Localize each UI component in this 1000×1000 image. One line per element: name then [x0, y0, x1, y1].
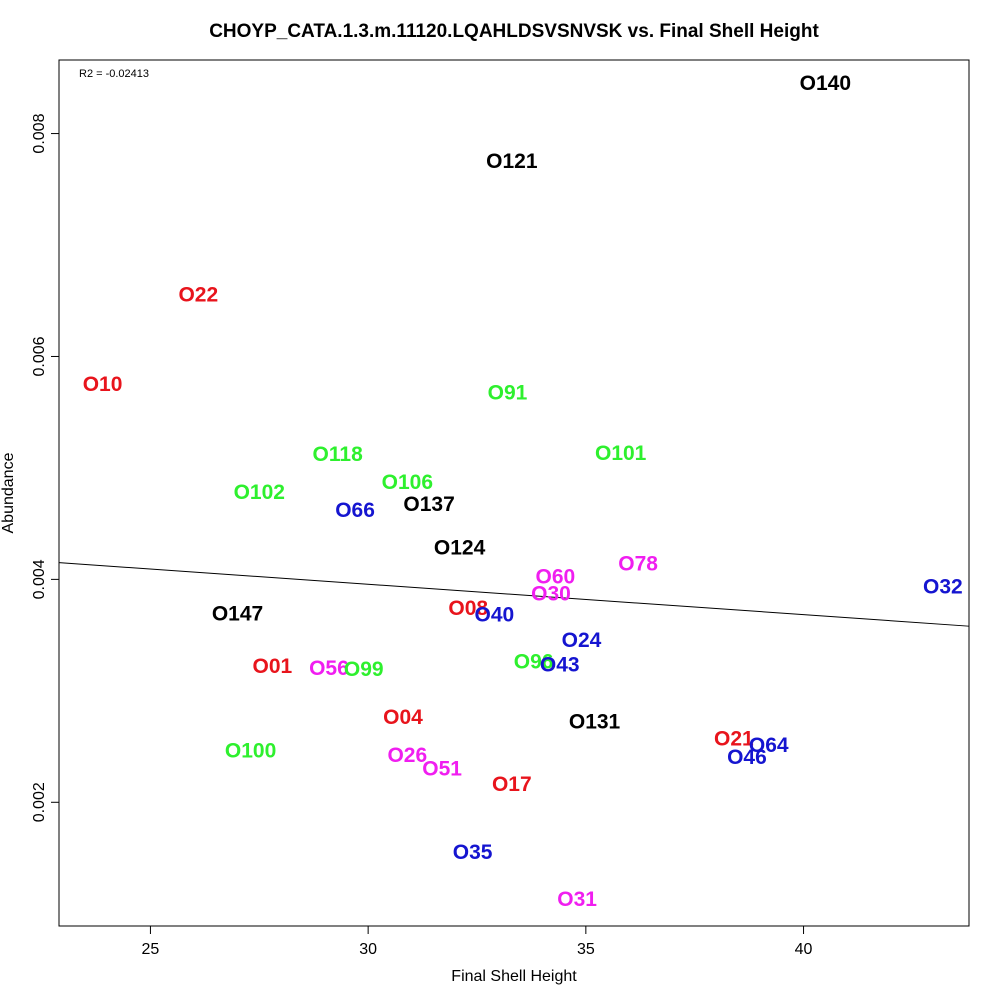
point-label-o08: O08	[448, 597, 488, 620]
x-axis-label: Final Shell Height	[451, 968, 577, 985]
point-label-o17: O17	[492, 773, 532, 796]
y-tick-label: 0.002	[31, 782, 48, 822]
point-label-o64: O64	[749, 734, 789, 757]
point-label-o30: O30	[531, 582, 571, 605]
point-label-o96: O96	[514, 650, 554, 673]
point-label-o99: O99	[344, 658, 384, 681]
plot-frame	[58, 59, 970, 927]
point-label-o66: O66	[335, 499, 375, 522]
chart-title: CHOYP_CATA.1.3.m.11120.LQAHLDSVSNVSK vs.…	[209, 21, 819, 42]
point-label-o118: O118	[313, 443, 364, 466]
point-label-o91: O91	[488, 382, 528, 405]
point-label-o140: O140	[800, 72, 851, 95]
point-label-o131: O131	[569, 711, 621, 734]
point-label-o106: O106	[382, 471, 433, 494]
y-tick-label: 0.006	[31, 336, 48, 376]
x-axis: 25 30 35 40	[142, 926, 813, 958]
point-label-o147: O147	[212, 602, 263, 625]
point-label-o04: O04	[383, 706, 423, 729]
point-label-o43: O43	[540, 654, 580, 677]
x-tick-label: 35	[577, 941, 595, 958]
point-label-o01: O01	[252, 655, 292, 678]
point-label-o31: O31	[557, 888, 597, 911]
data-points: O140 O121 O22 O10 O91 O118 O101 O106 O102 O137 O66…	[83, 72, 963, 911]
point-label-o56: O56	[309, 657, 349, 680]
point-label-o100: O100	[225, 740, 276, 763]
y-tick-label: 0.004	[31, 559, 48, 599]
point-label-o24: O24	[562, 629, 602, 652]
point-label-o102: O102	[234, 481, 285, 504]
point-label-o137: O137	[403, 493, 454, 516]
point-label-o40: O40	[475, 604, 515, 627]
point-label-o124: O124	[434, 537, 486, 560]
point-label-o78: O78	[618, 552, 658, 575]
r2-annotation: R2 = -0.02413	[79, 68, 149, 80]
point-label-o60: O60	[536, 566, 576, 589]
point-label-o10: O10	[83, 373, 123, 396]
x-tick-label: 30	[359, 941, 377, 958]
trend-line	[58, 562, 970, 627]
y-tick-label: 0.008	[31, 113, 48, 153]
y-axis-label: Abundance	[0, 452, 17, 533]
point-label-o22: O22	[178, 284, 218, 307]
point-label-o35: O35	[453, 841, 493, 864]
point-label-o121: O121	[486, 150, 538, 173]
x-tick-label: 25	[142, 941, 160, 958]
y-axis: 0.002 0.004 0.006 0.008	[31, 113, 59, 822]
point-label-o46: O46	[727, 746, 767, 769]
point-label-o101: O101	[595, 442, 647, 465]
x-tick-label: 40	[795, 941, 813, 958]
point-label-o32: O32	[923, 576, 963, 599]
point-label-o51: O51	[422, 757, 462, 780]
point-label-o21: O21	[714, 727, 754, 750]
point-label-o26: O26	[387, 744, 427, 767]
